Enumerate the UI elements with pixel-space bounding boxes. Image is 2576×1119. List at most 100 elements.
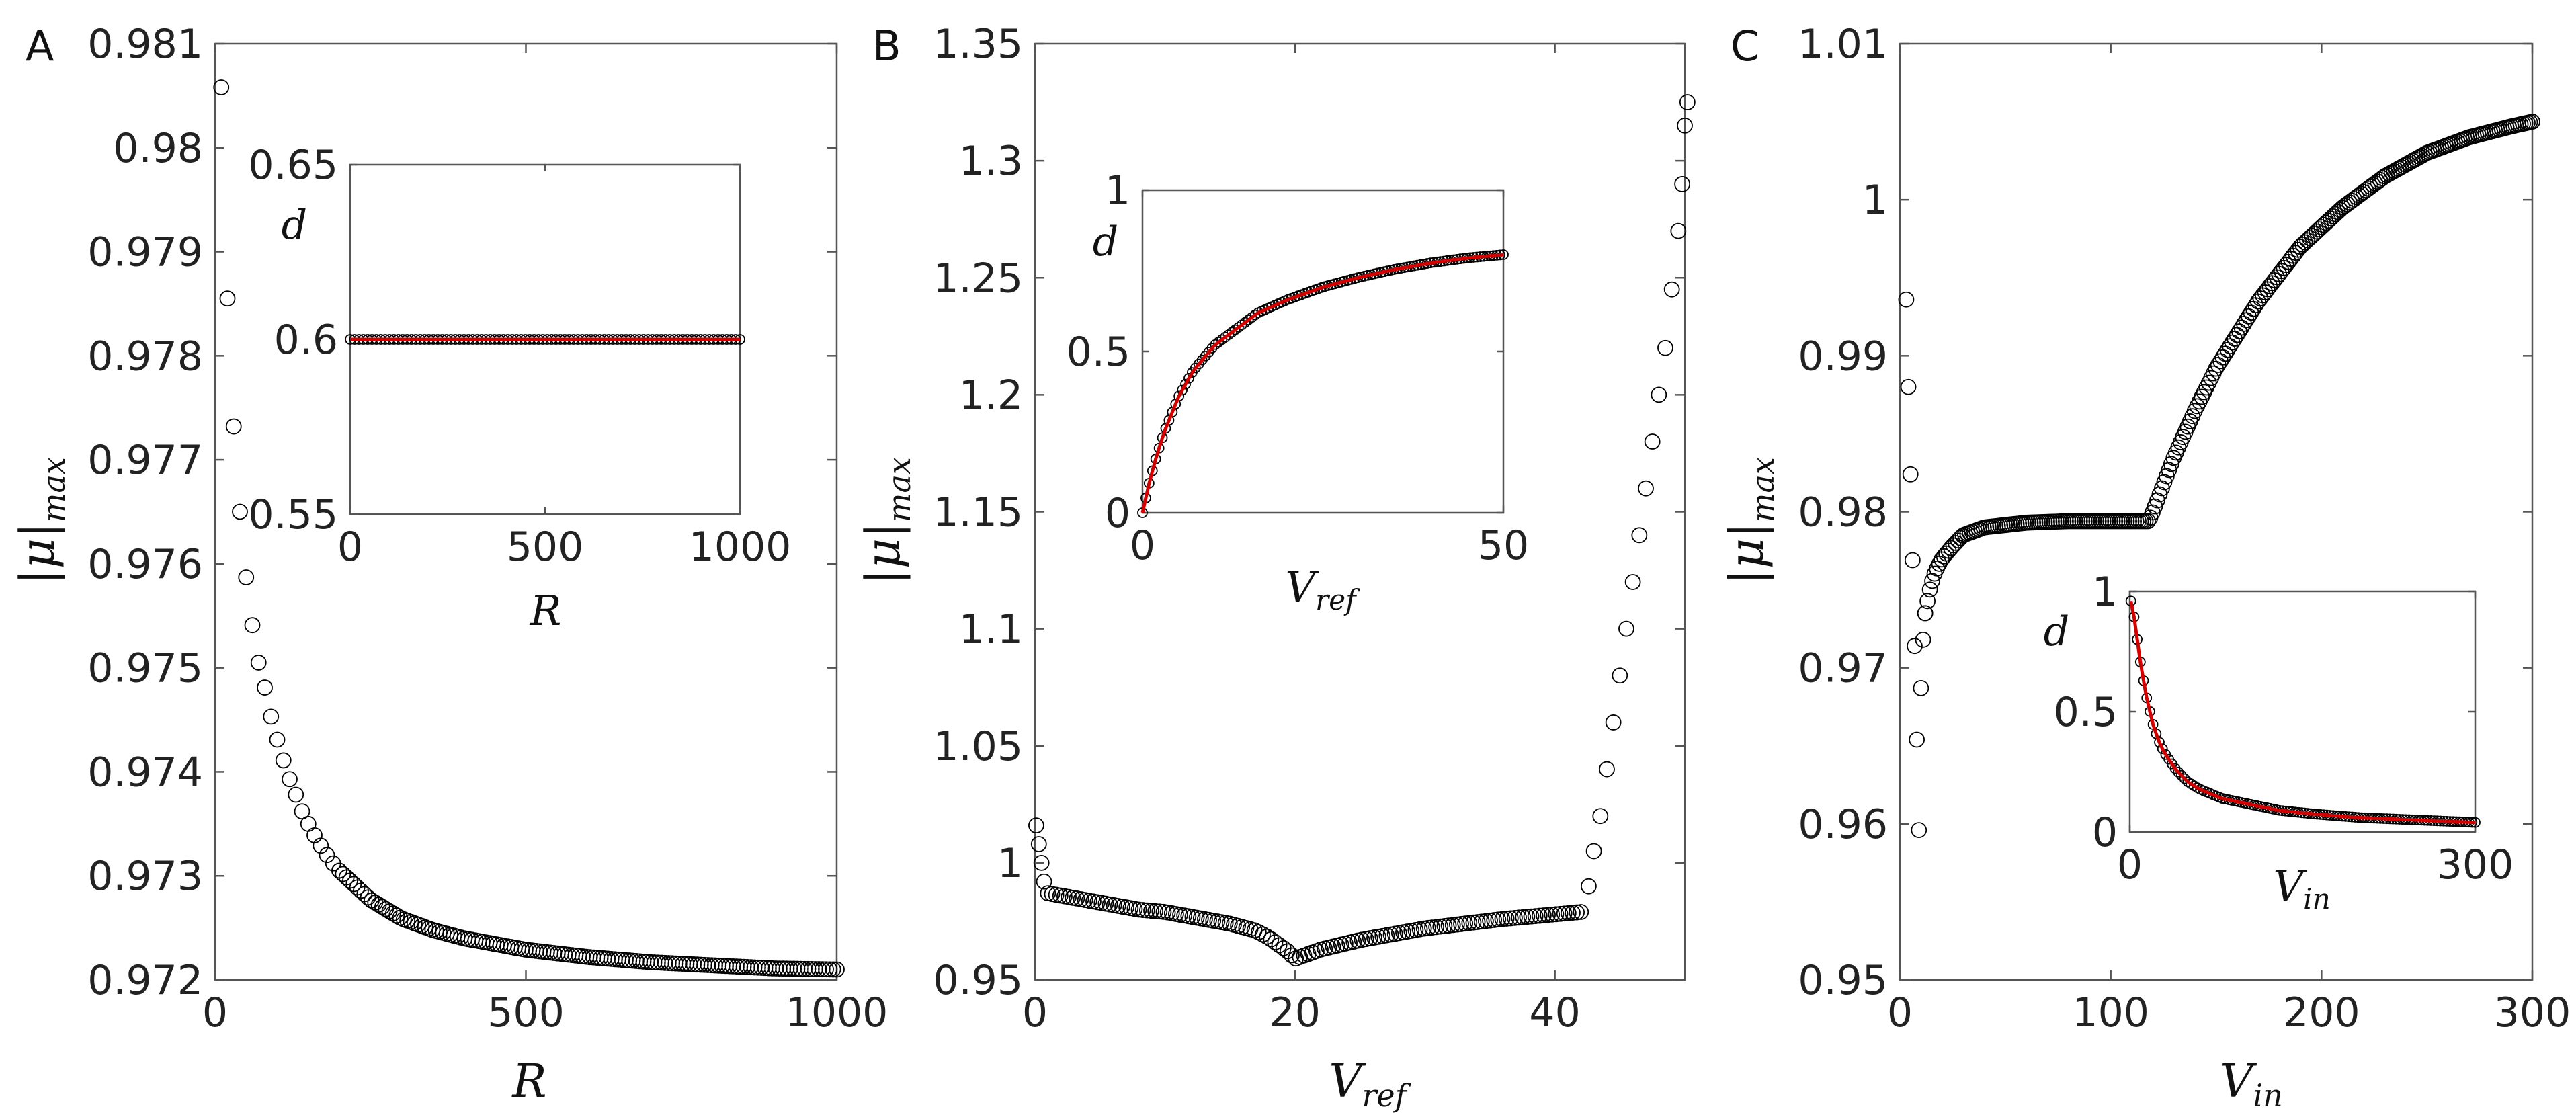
panel-c-data-point [1915, 631, 1931, 648]
panel-c-inset-data-point [2179, 773, 2190, 784]
panel-b-data-point [1448, 916, 1465, 933]
panel-c-xtick-label: 200 [2283, 989, 2360, 1036]
panel-b-data-point [1663, 281, 1680, 298]
panel-c-ytick-label: 0.96 [1798, 801, 1888, 848]
panel-b-data-point [1519, 909, 1536, 925]
panel-c-ytick-label: 0.95 [1798, 957, 1888, 1004]
panel-c-data-point [1904, 552, 1921, 569]
panel-c-ytick-label: 0.97 [1798, 645, 1888, 692]
panel-c-data-point [1921, 581, 1938, 598]
panel-b-inset-xtick-label: 50 [1478, 522, 1529, 569]
panel-c-xtick-label: 300 [2494, 989, 2571, 1036]
panel-a-data-point [319, 847, 335, 864]
panel-b-data-point [1679, 94, 1696, 110]
panel-b-data-point [1585, 843, 1602, 860]
panel-c-ytick-label: 0.99 [1798, 333, 1888, 380]
panel-a-data-point [263, 708, 280, 725]
panel-b-data-point [1028, 817, 1044, 834]
panel-b-inset-ytick-label: 0 [1105, 490, 1130, 537]
panel-c-xtick-label: 100 [2072, 989, 2149, 1036]
panel-c-data-point [2414, 147, 2430, 164]
panel-c-label: C [1731, 22, 1759, 71]
panel-a-ytick-label: 0.976 [87, 541, 203, 588]
panel-b-data-point [1482, 912, 1498, 929]
panel-b-data-point [1490, 911, 1507, 928]
y-label-abs-mu: |μ| [10, 522, 65, 585]
panel-a-data-point [294, 803, 310, 820]
panel-a-ytick-label: 0.972 [87, 957, 203, 1004]
panel-b-inset-fit-line [1140, 253, 1504, 513]
panel-b-inset-data-point [1177, 384, 1188, 396]
panel-b-data-point [1674, 176, 1691, 192]
panel-c-inset-xtick-label: 300 [2437, 841, 2514, 888]
panel-a-data-point [829, 961, 845, 978]
panel-a-ytick-label: 0.978 [87, 333, 203, 380]
panel-b-data-point [1670, 222, 1687, 239]
panel-b-data-point [1618, 620, 1634, 637]
panel-b-data-point [1030, 836, 1047, 852]
panel-c-data-point [2140, 513, 2156, 530]
panel-b-data-point [1259, 928, 1276, 945]
panel-b-data-point [1419, 919, 1436, 936]
panel-b-ytick-label: 1 [997, 840, 1023, 887]
panel-c-data-point [1919, 593, 1936, 610]
panel-b-data-point [1267, 934, 1284, 950]
panel-b-inset-data-point [1173, 390, 1185, 402]
panel-b-data-point [1511, 909, 1527, 926]
panel-b-data-point [1033, 854, 1050, 871]
panel-b-inset-data-point [1206, 343, 1218, 354]
panel-a-ytick-label: 0.979 [87, 229, 203, 276]
panel-a-xtick-label: 1000 [786, 989, 888, 1036]
panel-b-data-point [1599, 761, 1615, 778]
panel-b-data-point [1536, 907, 1552, 923]
panel-c-inset-y-label: d [2044, 608, 2069, 655]
panel-b-data-point [1565, 905, 1581, 921]
panel-b-label: B [872, 22, 901, 71]
panel-b-data-point [1428, 919, 1445, 936]
panel-a-data-point [275, 752, 292, 769]
panel-b-inset-xtick-label: 0 [1130, 522, 1155, 569]
panel-b-ytick-label: 1.3 [959, 138, 1023, 185]
panel-a-inset-xtick-label: 1000 [689, 524, 792, 571]
panel-b-data-point [1250, 924, 1267, 940]
panel-a-inset-xtick-label: 0 [337, 524, 363, 571]
panel-a-label: A [26, 22, 54, 71]
panel-a-data-point [219, 290, 236, 307]
panel-b-data-point [1138, 902, 1155, 919]
panel-b-data-point [1151, 903, 1168, 920]
panel-c-ytick-label: 0.98 [1798, 489, 1888, 536]
panel-c-data-point [1909, 731, 1925, 748]
svg-text:|μ|max: |μ|max [10, 457, 72, 585]
panel-a-data-point [238, 569, 255, 585]
panel-b-data-point [1631, 527, 1648, 544]
panel-c-data-point [2524, 114, 2540, 130]
panel-b-xtick-label: 40 [1529, 989, 1580, 1036]
panel-a-data-point [392, 909, 409, 926]
panel-a-x-axis-label: R [511, 1055, 546, 1108]
panel-a-ytick-label: 0.974 [87, 749, 203, 796]
panel-b-data-point [1134, 902, 1151, 918]
panel-b-inset-data-point [1183, 372, 1194, 384]
panel-c-data-point [1898, 291, 1915, 308]
panel-c-inset-x-label: Vin [2273, 862, 2330, 915]
panel-b-data-point [1498, 911, 1515, 927]
panel-c-data-point [1913, 679, 1929, 696]
panel-a-ytick-label: 0.975 [87, 645, 203, 692]
panel-b-data-point [1638, 480, 1654, 497]
panel-a-data-point [288, 786, 304, 803]
panel-b-data-point [1651, 386, 1667, 403]
panel-b-y-axis-label: |μ|max [856, 457, 917, 585]
panel-c-inset-data-point [2169, 763, 2181, 774]
panel-a-ytick-label: 0.98 [113, 125, 203, 172]
panel-b-data-point [1515, 909, 1532, 925]
panel-b-inset-marks: 0 50 0 0.5 1 [1067, 167, 1530, 569]
panel-a-data-point [282, 771, 298, 788]
panel-a-inset-y-label: d [282, 202, 307, 249]
panel-c-data-point [1902, 466, 1919, 483]
panel-a-inset-ytick-label: 0.65 [248, 142, 338, 189]
panel-b-data-point [1605, 714, 1622, 731]
panel-b-data-point [1540, 907, 1556, 923]
panel-a-inset-xtick-label: 500 [507, 524, 584, 571]
panel-c-inset-area [2128, 590, 2477, 833]
